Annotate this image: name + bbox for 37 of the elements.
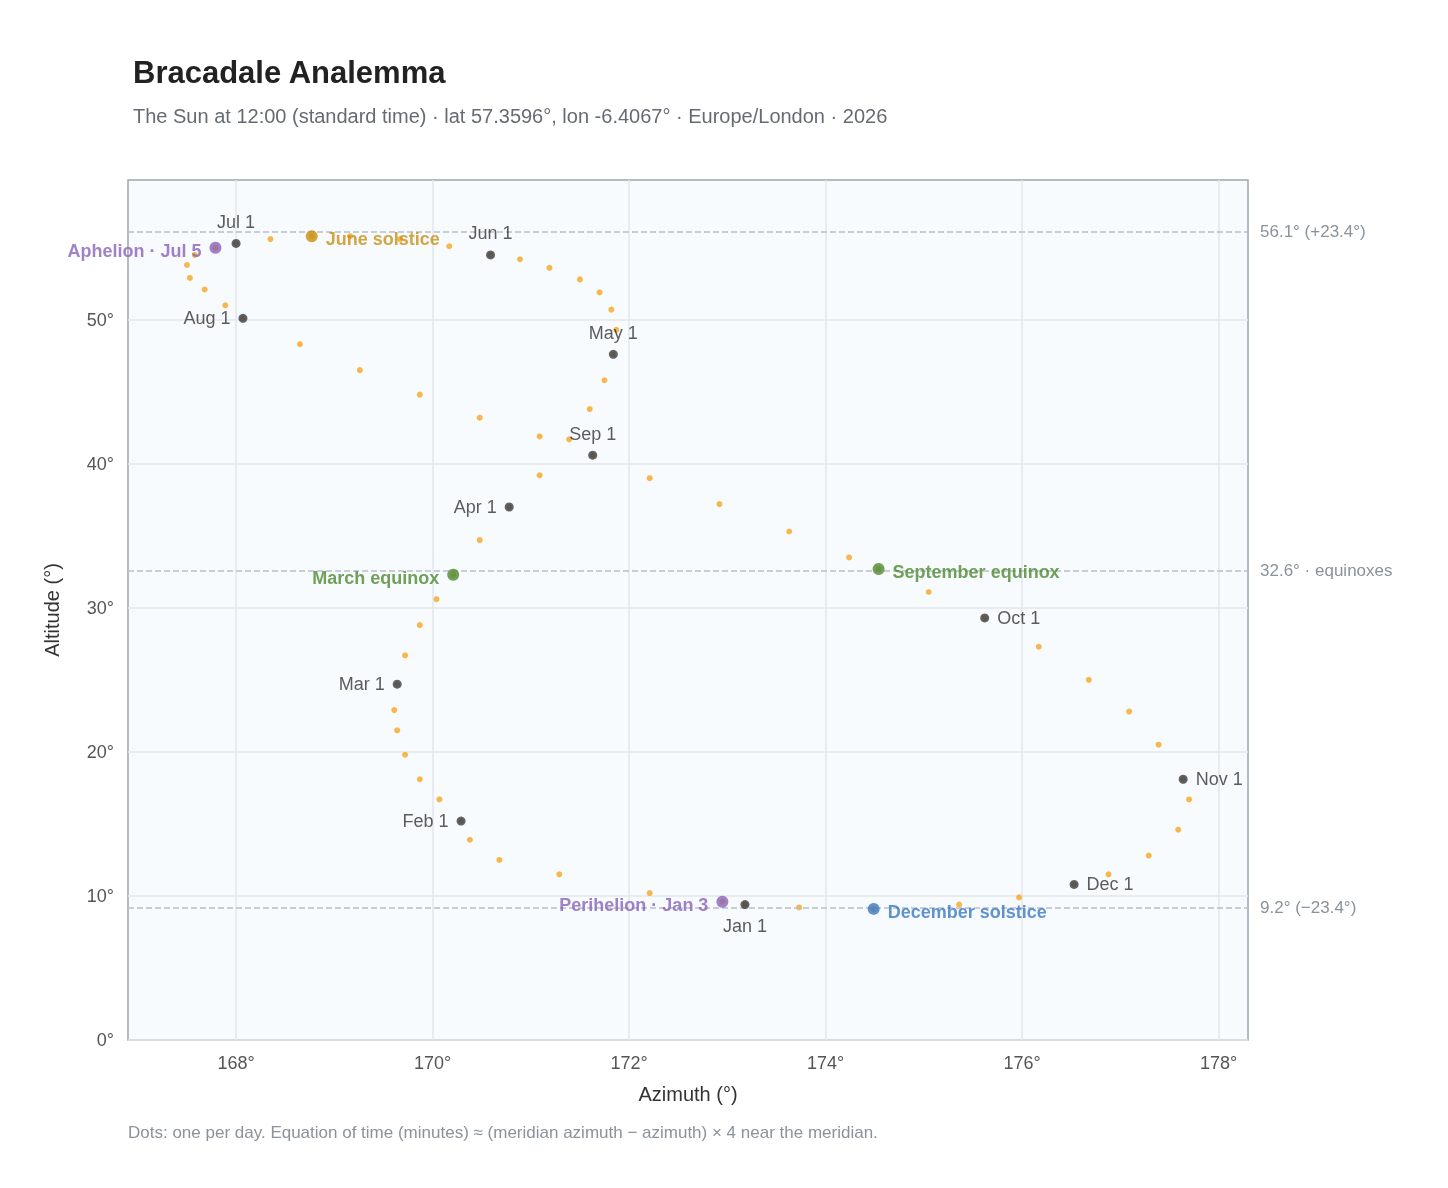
data-label: Feb 1 (402, 811, 449, 832)
series-label: September equinox (892, 561, 1060, 582)
chart-title: Bracadale Analemma (133, 55, 447, 90)
x-tick-label: 174° (806, 1053, 845, 1073)
data-label: Jun 1 (468, 223, 513, 244)
y-tick-label: 0° (96, 1030, 114, 1050)
data-label: Jul 1 (217, 211, 256, 232)
series-label: Perihelion · Jan 3 (559, 894, 709, 915)
x-tick-label: 176° (1003, 1053, 1041, 1073)
series-label: June solstice (325, 229, 440, 250)
series-label: December solstice (887, 901, 1047, 922)
ref-line-label: 56.1° (+23.4°) (1260, 222, 1366, 242)
data-label: Nov 1 (1195, 769, 1243, 790)
x-tick-label: 170° (413, 1053, 452, 1073)
data-label: Dec 1 (1086, 874, 1134, 895)
data-label: Sep 1 (569, 423, 617, 444)
ref-line-label: 32.6° · equinoxes (1260, 560, 1393, 580)
x-axis-title: Azimuth (°) (638, 1083, 738, 1105)
data-label: Apr 1 (453, 497, 497, 517)
y-tick-label: 20° (86, 741, 114, 762)
x-tick-label: 168° (217, 1053, 255, 1073)
y-tick-label: 10° (86, 885, 114, 906)
series-label: March equinox (312, 567, 440, 588)
y-tick-label: 40° (86, 453, 114, 474)
data-label: May 1 (588, 322, 638, 343)
text: Dots: one per day. Equation of time (minutes) ≈ (meridian azimuth − azimuth) × 4 near the meridian. (128, 1123, 878, 1142)
data-label: Jan 1 (722, 916, 768, 937)
y-axis-title: Altitude (°) (41, 563, 63, 657)
ref-line-label: 9.2° (−23.4°) (1260, 897, 1357, 917)
y-tick-label: 50° (86, 309, 114, 330)
data-label: Mar 1 (338, 674, 385, 695)
data-label: Aug 1 (183, 308, 231, 329)
x-tick-label: 172° (610, 1053, 648, 1073)
data-label: Oct 1 (997, 607, 1041, 628)
x-tick-label: 178° (1199, 1053, 1238, 1073)
y-tick-label: 30° (86, 597, 114, 618)
chart-subtitle: The Sun at 12:00 (standard time) · lat 57.3596°, lon -6.4067° · Europe/London · 2026 (133, 105, 888, 127)
